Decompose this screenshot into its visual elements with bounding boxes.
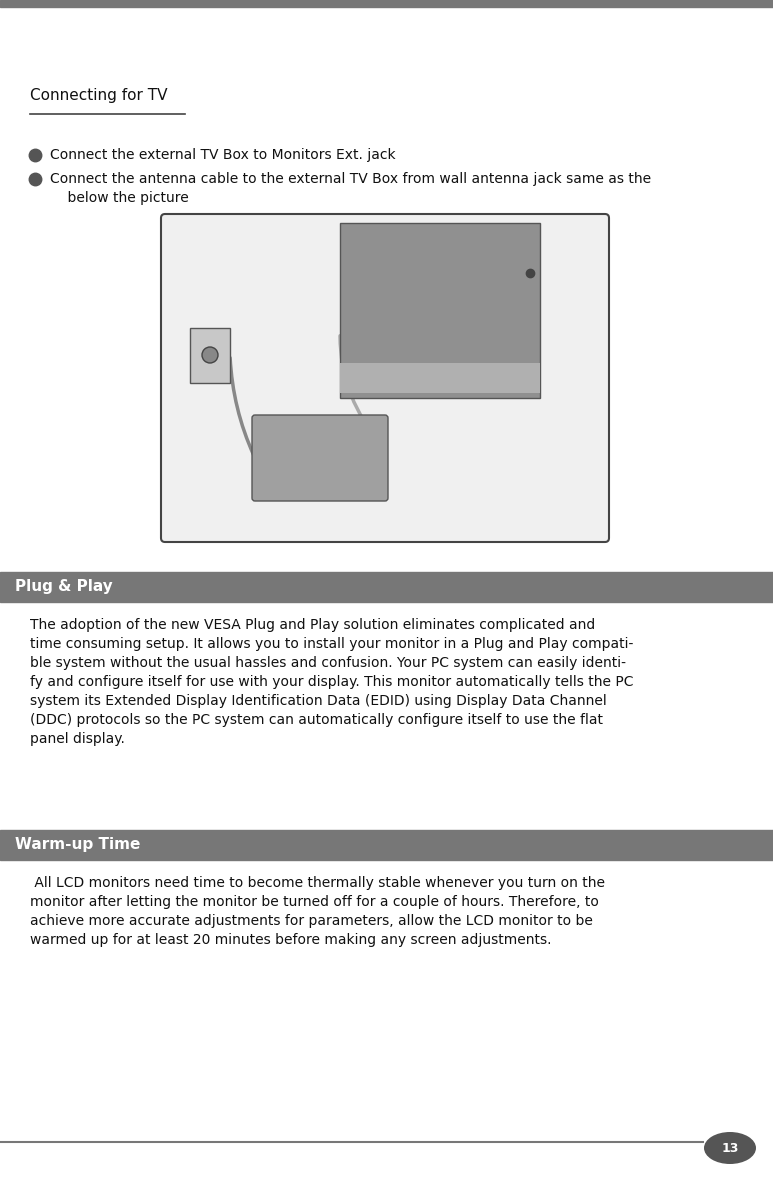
- Text: ble system without the usual hassles and confusion. Your PC system can easily id: ble system without the usual hassles and…: [30, 656, 626, 670]
- Bar: [340, 223, 540, 398]
- Text: 13: 13: [721, 1141, 739, 1154]
- Text: monitor after letting the monitor be turned off for a couple of hours. Therefore: monitor after letting the monitor be tur…: [30, 895, 599, 909]
- Text: panel display.: panel display.: [30, 732, 125, 746]
- Bar: [190, 327, 230, 383]
- FancyBboxPatch shape: [252, 415, 388, 501]
- Text: achieve more accurate adjustments for parameters, allow the LCD monitor to be: achieve more accurate adjustments for pa…: [30, 914, 593, 928]
- Text: All LCD monitors need time to become thermally stable whenever you turn on the: All LCD monitors need time to become the…: [30, 876, 605, 891]
- Text: The adoption of the new VESA Plug and Play solution eliminates complicated and: The adoption of the new VESA Plug and Pl…: [30, 618, 595, 633]
- Text: warmed up for at least 20 minutes before making any screen adjustments.: warmed up for at least 20 minutes before…: [30, 933, 551, 947]
- Text: time consuming setup. It allows you to install your monitor in a Plug and Play c: time consuming setup. It allows you to i…: [30, 637, 633, 651]
- Text: below the picture: below the picture: [50, 191, 189, 205]
- Text: Connecting for TV: Connecting for TV: [30, 88, 168, 102]
- Text: (DDC) protocols so the PC system can automatically configure itself to use the f: (DDC) protocols so the PC system can aut…: [30, 713, 603, 727]
- Text: fy and configure itself for use with your display. This monitor automatically te: fy and configure itself for use with you…: [30, 675, 634, 689]
- Text: Warm-up Time: Warm-up Time: [15, 838, 141, 853]
- Bar: [0, 573, 773, 602]
- Text: Connect the antenna cable to the external TV Box from wall antenna jack same as : Connect the antenna cable to the externa…: [50, 172, 651, 186]
- Circle shape: [202, 348, 218, 363]
- Text: system its Extended Display Identification Data (EDID) using Display Data Channe: system its Extended Display Identificati…: [30, 694, 607, 708]
- Bar: [0, 830, 773, 860]
- Text: Plug & Play: Plug & Play: [15, 580, 113, 595]
- Text: Connect the external TV Box to Monitors Ext. jack: Connect the external TV Box to Monitors …: [50, 148, 396, 163]
- FancyBboxPatch shape: [161, 214, 609, 542]
- Bar: [0, 0, 773, 7]
- Ellipse shape: [704, 1132, 756, 1164]
- Bar: [340, 363, 540, 393]
